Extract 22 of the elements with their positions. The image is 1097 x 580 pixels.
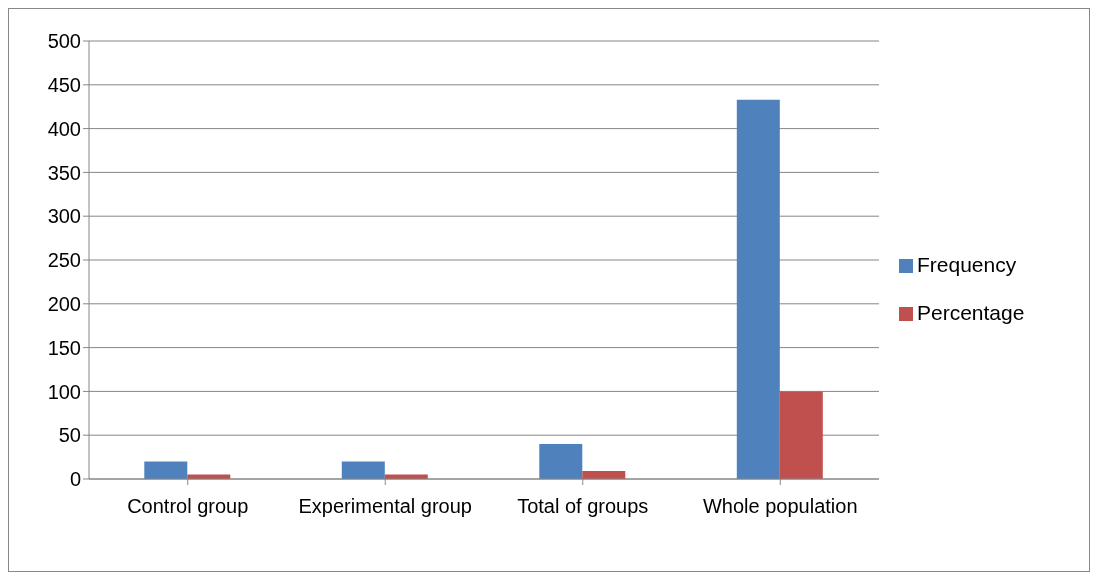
bar (779, 391, 823, 479)
y-tick-label: 400 (47, 117, 81, 140)
bar (341, 461, 385, 479)
y-tick-label: 300 (47, 205, 81, 228)
legend-label: Frequency (917, 253, 1017, 276)
bar (144, 461, 188, 479)
bar (736, 99, 780, 479)
y-tick-label: 200 (47, 292, 81, 315)
y-tick-label: 500 (47, 30, 81, 53)
y-tick-label: 350 (47, 161, 81, 184)
x-tick-label: Total of groups (517, 495, 649, 518)
x-tick-label: Experimental group (298, 495, 472, 518)
y-tick-label: 450 (47, 73, 81, 96)
x-tick-label: Control group (127, 495, 249, 518)
legend-label: Percentage (917, 301, 1025, 324)
y-tick-label: 100 (47, 380, 81, 403)
y-tick-label: 50 (58, 424, 81, 447)
y-tick-label: 150 (47, 336, 81, 359)
x-tick-label: Whole population (702, 495, 858, 518)
y-tick-label: 0 (69, 468, 81, 491)
y-tick-label: 250 (47, 249, 81, 272)
bar (539, 443, 583, 479)
